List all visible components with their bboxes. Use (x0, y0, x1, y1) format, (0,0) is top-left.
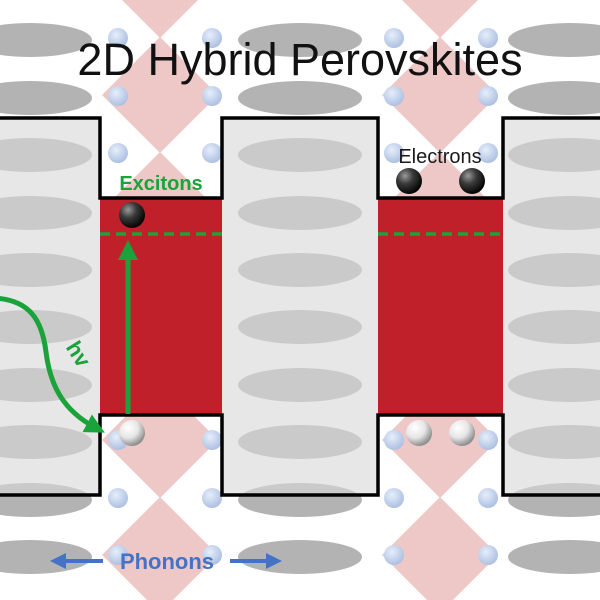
octahedron-shape (102, 497, 218, 600)
atom-sphere-shape (384, 28, 404, 48)
white-sphere-icon (406, 420, 432, 446)
octahedron-shape (402, 0, 478, 38)
dark-sphere-icon (396, 168, 422, 194)
atom-sphere-shape (478, 488, 498, 508)
barrier-center (222, 118, 378, 495)
atom-sphere-shape (202, 28, 222, 48)
white-sphere-icon (119, 420, 145, 446)
atom-sphere-shape (202, 86, 222, 106)
atom-sphere-shape (478, 430, 498, 450)
white-sphere-icon (449, 420, 475, 446)
atom-sphere-shape (108, 28, 128, 48)
atom-sphere-shape (384, 488, 404, 508)
atom-sphere-shape (478, 143, 498, 163)
quantum-well-left (100, 198, 222, 415)
atom-sphere-shape (478, 86, 498, 106)
atom-sphere-shape (108, 143, 128, 163)
organic-molecule-shape (508, 23, 600, 57)
atom-sphere-shape (478, 28, 498, 48)
valence-band-edge (0, 413, 600, 497)
octahedron-shape (382, 37, 498, 153)
atom-sphere-shape (108, 86, 128, 106)
diagram-title: 2D Hybrid Perovskites (77, 34, 522, 85)
barrier-left (0, 118, 100, 495)
dark-sphere-icon (119, 202, 145, 228)
atom-sphere-shape (108, 488, 128, 508)
organic-molecule-shape (508, 540, 600, 574)
organic-molecule-shape (0, 23, 92, 57)
atom-sphere-shape (202, 488, 222, 508)
organic-molecule-shape (238, 23, 362, 57)
octahedron-shape (382, 497, 498, 600)
barrier-right (503, 118, 600, 495)
phonons-label: Phonons (120, 549, 214, 574)
wavy-arrow-icon (0, 296, 105, 433)
excitons-label: Excitons (119, 173, 202, 195)
atom-sphere-shape (384, 430, 404, 450)
organic-molecule-shape (0, 81, 92, 115)
organic-molecule-shape (508, 81, 600, 115)
atom-sphere-shape (384, 86, 404, 106)
atom-sphere-shape (384, 143, 404, 163)
barrier-band-profile (0, 118, 600, 495)
organic-molecule-shape (0, 540, 92, 574)
dark-sphere-icon (459, 168, 485, 194)
atom-sphere-shape (202, 430, 222, 450)
organic-molecule-shape (238, 81, 362, 115)
electrons-label: Electrons (398, 146, 481, 168)
atom-sphere-shape (384, 545, 404, 565)
conduction-band-edge (0, 116, 600, 200)
atom-sphere-shape (478, 545, 498, 565)
octahedron-shape (122, 0, 198, 38)
octahedron-shape (102, 37, 218, 153)
organic-molecule-shape (238, 540, 362, 574)
quantum-well-right (378, 198, 503, 415)
atom-sphere-shape (108, 545, 128, 565)
atom-sphere-shape (202, 545, 222, 565)
atom-sphere-shape (202, 143, 222, 163)
